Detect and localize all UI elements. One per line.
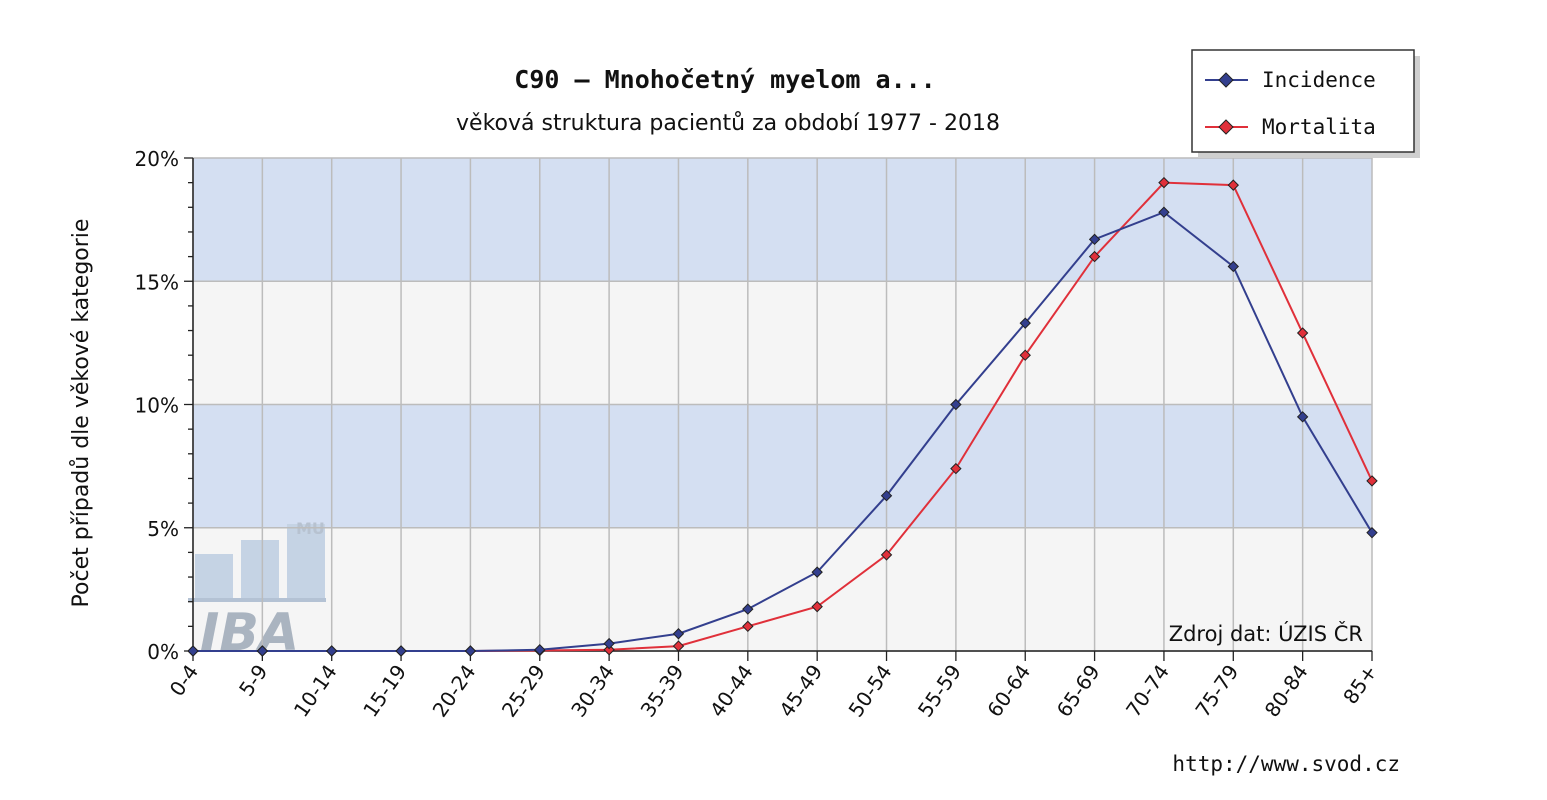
x-tick-label: 0-4 — [165, 660, 203, 701]
series-group — [187, 176, 1378, 657]
data-point-incidence — [880, 489, 893, 502]
data-point-mortalita — [811, 600, 823, 613]
x-tick-label: 25-29 — [497, 660, 550, 721]
x-tick-label: 50-54 — [844, 660, 897, 721]
data-point-incidence — [811, 566, 823, 578]
data-point-mortalita — [880, 549, 893, 561]
data-point-incidence — [1158, 206, 1170, 218]
x-tick-label: 15-19 — [358, 660, 411, 721]
data-point-mortalita — [672, 640, 685, 652]
plot-band — [193, 158, 1372, 282]
x-tick-label: 35-39 — [636, 660, 689, 721]
data-point-incidence — [395, 645, 407, 657]
y-tick-label: 5% — [147, 517, 179, 541]
x-tick-label: 20-24 — [428, 660, 481, 721]
y-tick-label: 0% — [147, 640, 179, 664]
data-point-mortalita — [1088, 250, 1101, 263]
data-point-incidence — [742, 603, 754, 615]
logo-bar-1 — [195, 554, 233, 598]
x-axis-ticks: 0-4 5-9 10-14 15-19 20-24 25-29 30-34 35-39 40-4… — [165, 651, 1382, 721]
legend-marker-incidence — [1218, 72, 1234, 88]
data-point-incidence — [464, 645, 477, 657]
data-point-incidence — [603, 637, 615, 650]
legend: Incidence Mortalita — [1191, 49, 1420, 158]
x-tick-label: 5-9 — [234, 660, 272, 701]
data-point-mortalita — [1019, 349, 1031, 361]
data-point-mortalita — [742, 620, 754, 633]
legend-marker-mortalita — [1218, 119, 1234, 135]
x-tick-label: 85+ — [1338, 660, 1382, 708]
data-point-incidence — [1019, 317, 1031, 329]
x-tick-label: 80-84 — [1260, 660, 1313, 721]
data-point-incidence — [256, 645, 269, 657]
source-label: Zdroj dat: ÚZIS ČR — [1169, 621, 1363, 646]
y-axis-label: Počet případů dle věkové kategorie — [69, 219, 94, 608]
chart-title: C90 – Mnohočetný myelom a... — [514, 65, 935, 94]
data-point-incidence — [1296, 411, 1309, 423]
x-tick-label: 60-64 — [982, 660, 1035, 721]
data-point-incidence — [1088, 233, 1101, 246]
x-tick-label: 30-34 — [566, 660, 619, 721]
y-tick-label: 20% — [135, 147, 179, 171]
data-point-incidence — [1366, 526, 1378, 539]
data-point-mortalita — [1158, 176, 1170, 189]
legend-label-mortalita: Mortalita — [1262, 115, 1376, 139]
x-tick-label: 70-74 — [1121, 660, 1174, 721]
data-point-incidence — [534, 644, 546, 656]
data-point-incidence — [325, 645, 338, 657]
y-axis-ticks: 0% 5% 10% 15% 20% — [135, 147, 193, 664]
data-point-incidence — [1227, 260, 1240, 273]
data-point-incidence — [187, 645, 199, 657]
series-line-incidence — [193, 211, 1373, 652]
logo-base — [188, 598, 326, 602]
iba-logo-watermark: MU IBA — [188, 519, 326, 663]
url-label: http://www.svod.cz — [1172, 752, 1400, 776]
x-tick-label: 75-79 — [1190, 660, 1243, 721]
y-tick-label: 10% — [135, 394, 179, 418]
chart-subtitle: věková struktura pacientů za období 1977… — [456, 111, 1000, 136]
x-tick-label: 55-59 — [913, 660, 966, 721]
plot-band — [193, 281, 1372, 405]
legend-label-incidence: Incidence — [1262, 68, 1376, 92]
x-tick-label: 65-69 — [1052, 660, 1105, 721]
data-point-incidence — [950, 398, 962, 411]
x-tick-label: 40-44 — [705, 660, 758, 721]
logo-bar-3 — [287, 524, 325, 598]
data-point-mortalita — [1227, 179, 1240, 191]
logo-bar-2 — [241, 540, 279, 598]
legend-box — [1191, 49, 1415, 153]
data-point-mortalita — [1366, 475, 1378, 487]
plot-band — [193, 527, 1372, 651]
plot-background-bands — [193, 158, 1372, 651]
x-tick-label: 10-14 — [289, 660, 342, 721]
logo-iba-text: IBA — [200, 603, 299, 663]
data-point-mortalita — [1296, 327, 1309, 339]
x-tick-label: 45-49 — [774, 660, 827, 721]
data-point-mortalita — [603, 644, 615, 656]
data-point-mortalita — [950, 462, 962, 475]
plot-band — [193, 404, 1372, 528]
data-point-incidence — [672, 628, 685, 640]
y-tick-label: 15% — [135, 270, 179, 294]
